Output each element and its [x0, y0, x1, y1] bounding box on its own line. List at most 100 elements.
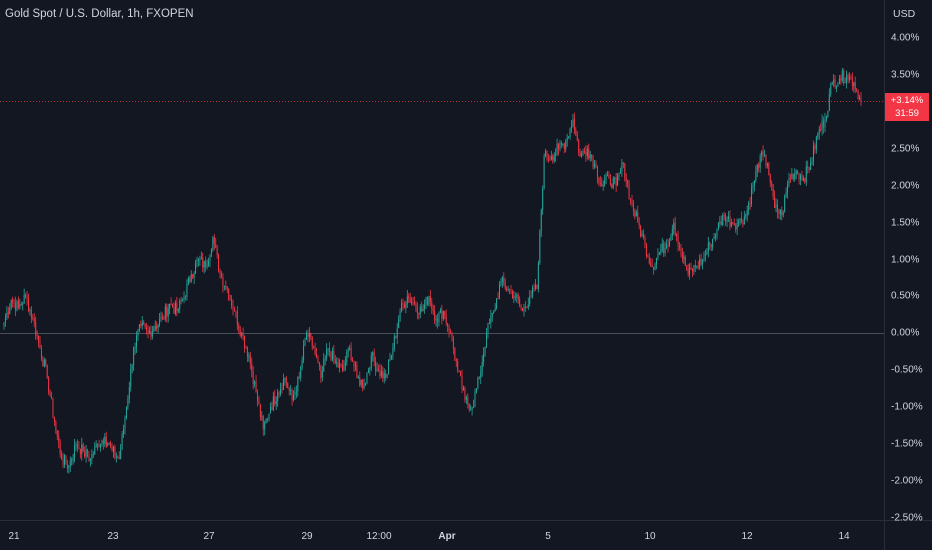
candle-body [62, 458, 64, 465]
candle-body [588, 148, 590, 159]
candle-body [670, 236, 672, 241]
last-price-label: +3.14% 31:59 [885, 93, 929, 121]
candle-body [294, 392, 296, 396]
candle-body [801, 175, 803, 181]
candle-body [156, 326, 158, 329]
candle-body [261, 416, 263, 418]
candle-body [716, 230, 718, 237]
candle-body [488, 322, 490, 324]
candle-body [128, 387, 130, 399]
candle-body [390, 355, 392, 359]
candle-body [363, 385, 365, 389]
candle-body [776, 204, 778, 212]
candle-body [170, 303, 172, 305]
candle-body [666, 244, 668, 249]
candle-body [647, 255, 649, 258]
candle-body [572, 119, 574, 127]
candle-body [326, 349, 328, 359]
candle-body [218, 254, 220, 272]
candle-body [177, 308, 179, 312]
candle-body [356, 365, 358, 378]
candle-body [159, 319, 161, 325]
candle-body [78, 447, 80, 450]
candle-body [386, 374, 388, 378]
candle-body [189, 277, 191, 282]
candle-body [630, 198, 632, 201]
candle-body [23, 294, 25, 304]
candle-body [645, 244, 647, 256]
candle-body [833, 79, 835, 83]
candle-body [614, 177, 616, 179]
candle-body [498, 284, 500, 299]
candle-body [136, 335, 138, 347]
candle-body [269, 407, 271, 414]
candle-body [412, 302, 414, 304]
candle-body [422, 308, 424, 312]
candle-body [140, 324, 142, 326]
candle-body [784, 196, 786, 213]
candle-body [735, 225, 737, 230]
candle-body [794, 173, 796, 180]
candle-body [609, 178, 611, 185]
candle-body [340, 364, 342, 366]
candle-body [102, 440, 104, 444]
candle-body [526, 306, 528, 308]
candle-body [815, 136, 817, 150]
candle-body [42, 358, 44, 366]
candle-body [20, 304, 22, 306]
candle-body [655, 258, 657, 265]
x-tick-label: 27 [203, 531, 215, 542]
candle-body [323, 359, 325, 372]
candle-body [810, 163, 812, 170]
candle-body [388, 360, 390, 375]
candle-body [180, 300, 182, 302]
candle-body [653, 266, 655, 270]
candle-body [660, 250, 662, 253]
candle-body [308, 333, 310, 337]
candle-body [369, 367, 371, 370]
candle-body [742, 222, 744, 225]
candle-body [169, 303, 171, 309]
candle-body [654, 264, 656, 270]
candle-body [153, 329, 155, 332]
candle-body [43, 360, 45, 366]
candle-body [416, 307, 418, 314]
candle-body [393, 336, 395, 349]
candle-body [441, 309, 443, 319]
candle-body [350, 348, 352, 361]
candle-body [413, 302, 415, 304]
candle-body [581, 153, 583, 157]
x-tick-label: 21 [8, 531, 20, 542]
candle-body [385, 373, 387, 378]
candle-body [272, 396, 274, 410]
candle-body [228, 289, 230, 300]
candle-body [643, 233, 645, 238]
candle-body [301, 359, 303, 367]
candle-body [327, 348, 329, 350]
candle-body [448, 326, 450, 333]
candle-body [434, 311, 436, 321]
candle-body [121, 433, 123, 450]
candle-body [740, 218, 742, 223]
candle-body [765, 154, 767, 166]
candle-body [399, 311, 401, 320]
candle-body [674, 222, 676, 234]
candle-body [691, 269, 693, 272]
candle-body [251, 363, 253, 372]
candle-body [262, 416, 264, 430]
candle-body [274, 396, 276, 404]
candle-body [618, 173, 620, 177]
candle-body [79, 449, 81, 455]
candle-body [709, 242, 711, 245]
candle-body [275, 401, 277, 404]
candle-body [40, 348, 42, 359]
candle-body [65, 455, 67, 465]
candle-body [118, 457, 120, 459]
candle-body [233, 309, 235, 312]
candle-body [259, 404, 261, 417]
candle-body [637, 212, 639, 223]
candle-body [196, 259, 198, 263]
candle-body [851, 77, 853, 86]
candle-body [717, 223, 719, 230]
